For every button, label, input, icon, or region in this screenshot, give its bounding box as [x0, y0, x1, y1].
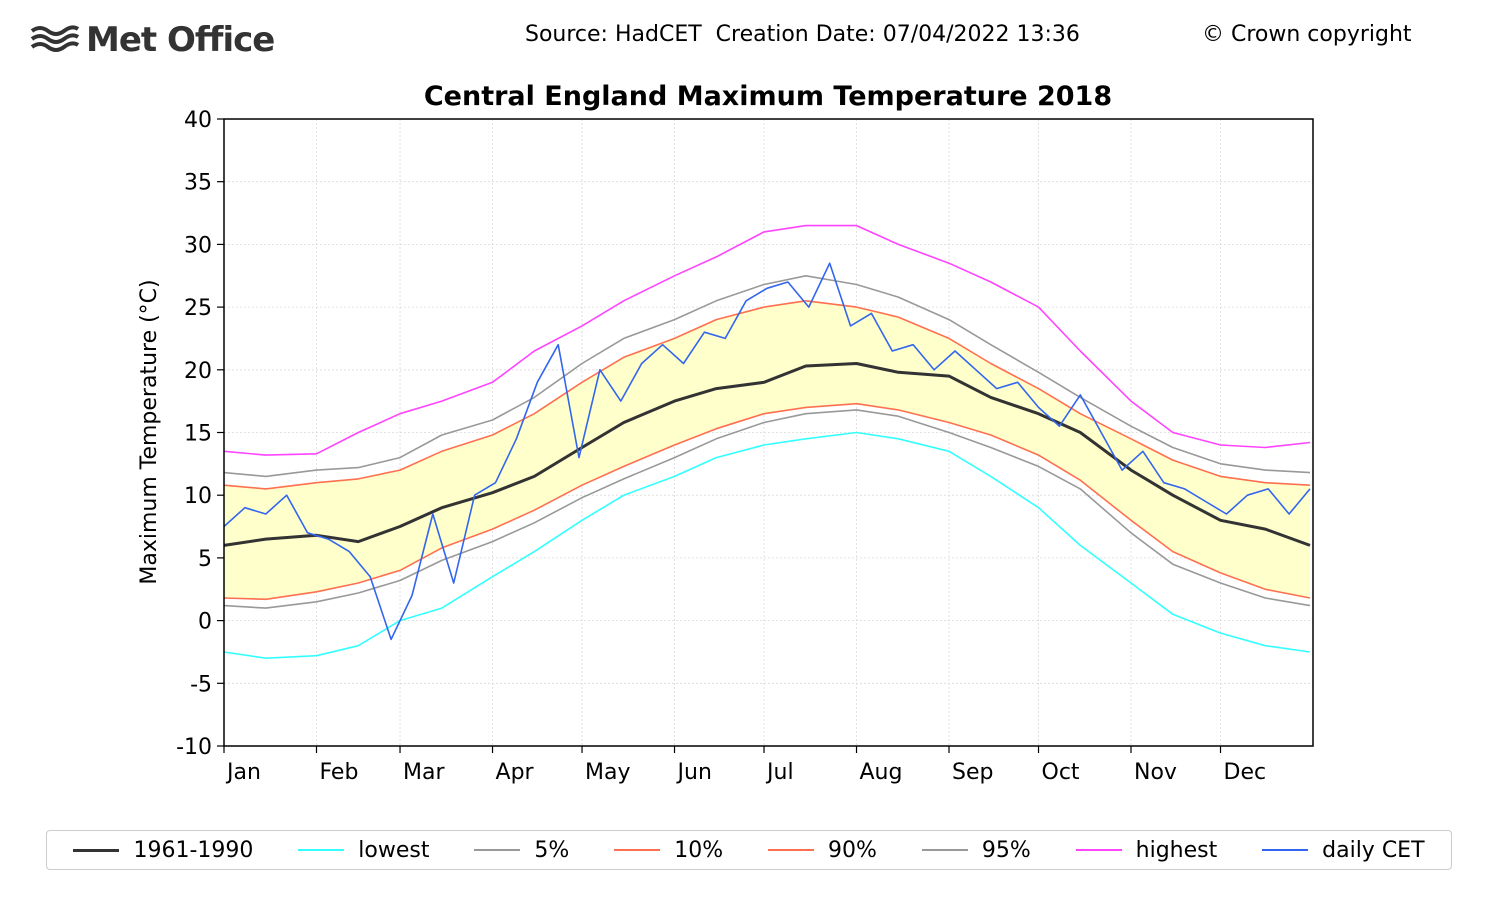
month-label: Aug — [860, 760, 903, 785]
y-tick-label: -5 — [190, 672, 212, 697]
legend-swatch — [921, 849, 968, 851]
series-line-90 — [223, 300, 1311, 490]
month-label: Jan — [225, 760, 261, 785]
legend-swatch — [73, 848, 120, 852]
y-tick-label: 0 — [198, 610, 212, 635]
month-label: Dec — [1224, 760, 1267, 785]
legend-swatch — [614, 849, 661, 851]
series-line-highest — [223, 224, 1311, 456]
y-tick-label: 5 — [198, 547, 212, 572]
month-label: Sep — [952, 760, 993, 785]
legend-swatch — [298, 849, 345, 851]
y-axis-ticks: -10 -5 0 5 10 15 20 25 30 35 40 — [176, 108, 224, 760]
y-tick-label: 30 — [184, 233, 212, 258]
legend-item: 1961-1990 — [73, 838, 253, 863]
month-label: Feb — [319, 760, 358, 785]
legend-swatch — [768, 849, 815, 851]
legend-swatch — [474, 849, 521, 851]
series-line-5 — [223, 409, 1311, 609]
series-line-95 — [223, 275, 1311, 478]
legend-label: lowest — [358, 837, 430, 863]
y-tick-label: 20 — [184, 359, 212, 384]
y-tick-label: 10 — [184, 484, 212, 509]
legend-swatch — [1262, 849, 1309, 851]
met-office-waves-icon — [30, 25, 80, 52]
series-line-10 — [223, 402, 1311, 601]
x-axis-ticks: Jan Feb Mar Apr May Jun Jul Aug Sep Oct Nov Dec — [223, 746, 1267, 785]
y-tick-label: -10 — [176, 735, 212, 760]
legend-label: daily CET — [1322, 837, 1425, 863]
legend-label: highest — [1135, 837, 1218, 863]
legend-label: 90% — [828, 837, 877, 863]
legend-label: 5% — [534, 837, 570, 863]
percentile-band — [224, 300, 1310, 600]
month-label: Nov — [1134, 760, 1177, 785]
month-label: Jun — [676, 760, 712, 785]
temperature-chart: Central England Maximum Temperature 2018… — [137, 81, 1314, 785]
series-lines — [223, 224, 1311, 659]
month-label: Mar — [403, 760, 445, 785]
month-label: Jul — [765, 760, 794, 785]
copyright-notice: © Crown copyright — [1202, 22, 1412, 47]
legend-label: 1961-1990 — [133, 837, 254, 863]
grid-lines — [223, 118, 1313, 747]
logo-text: Met Office — [86, 20, 275, 60]
legend-item: daily CET — [1262, 837, 1425, 863]
chart-title: Central England Maximum Temperature 2018 — [424, 81, 1112, 112]
legend: 1961-1990 lowest 5% 10% 90% 95% highest daily C… — [46, 830, 1452, 870]
y-tick-label: 15 — [184, 422, 212, 447]
y-tick-label: 35 — [184, 171, 212, 196]
legend-item: 95% — [921, 837, 1031, 863]
legend-item: lowest — [298, 838, 429, 863]
legend-item: highest — [1075, 837, 1218, 863]
month-label: Apr — [496, 760, 535, 785]
month-label: Oct — [1042, 760, 1080, 785]
legend-item: 90% — [768, 838, 877, 863]
series-line-1961-1990 — [223, 362, 1311, 547]
met-office-logo: Met Office — [30, 20, 275, 60]
legend-swatch — [1075, 849, 1122, 851]
legend-item: 5% — [474, 838, 569, 863]
y-tick-label: 40 — [184, 108, 212, 133]
legend-label: 10% — [674, 837, 724, 863]
percentile-band-fill — [224, 300, 1310, 600]
y-axis-label: Maximum Temperature (°C) — [137, 279, 162, 584]
legend-label: 95% — [981, 837, 1031, 863]
month-label: May — [585, 760, 630, 785]
source-line: Source: HadCET Creation Date: 07/04/2022… — [525, 22, 1080, 47]
y-tick-label: 25 — [184, 296, 212, 321]
series-line-daily-cet — [223, 262, 1311, 641]
legend-item: 10% — [614, 838, 723, 863]
